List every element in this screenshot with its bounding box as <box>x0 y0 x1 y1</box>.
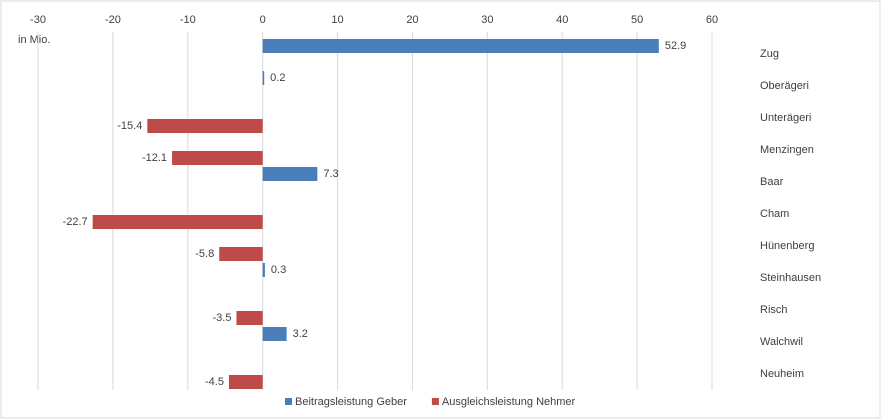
legend-label: Ausgleichsleistung Nehmer <box>442 396 576 408</box>
x-tick-label: 10 <box>331 14 343 26</box>
x-tick-label: -20 <box>105 14 121 26</box>
value-label: -4.5 <box>205 376 224 388</box>
x-tick-label: 60 <box>706 14 718 26</box>
bar <box>262 71 265 85</box>
x-tick-label: -10 <box>180 14 196 26</box>
bar <box>262 167 318 181</box>
y-tick-label: Oberägeri <box>760 80 809 92</box>
value-label: -12.1 <box>142 152 167 164</box>
bar <box>147 119 263 133</box>
value-label: -3.5 <box>212 312 231 324</box>
bar <box>262 39 659 53</box>
value-label: 0.2 <box>270 72 285 84</box>
x-tick-label: 0 <box>260 14 266 26</box>
value-label: -15.4 <box>117 120 142 132</box>
x-tick-label: -30 <box>30 14 46 26</box>
bar <box>262 327 287 341</box>
y-tick-label: Unterägeri <box>760 112 811 124</box>
y-tick-label: Walchwil <box>760 336 803 348</box>
bar <box>219 247 263 261</box>
value-label: 7.3 <box>323 168 338 180</box>
value-label: -5.8 <box>195 248 214 260</box>
bar <box>172 151 263 165</box>
y-tick-label: Neuheim <box>760 368 804 380</box>
legend-swatch <box>431 398 439 405</box>
y-tick-label: Cham <box>760 208 789 220</box>
value-label: 52.9 <box>665 40 686 52</box>
y-tick-label: Hünenberg <box>760 240 814 252</box>
value-label: 3.2 <box>293 328 308 340</box>
x-tick-label: 40 <box>556 14 568 26</box>
x-tick-label: 30 <box>481 14 493 26</box>
axis-note: in Mio. <box>18 34 50 46</box>
y-tick-label: Menzingen <box>760 144 814 156</box>
value-label: -22.7 <box>63 216 88 228</box>
bar <box>236 311 263 325</box>
value-label: 0.3 <box>271 264 286 276</box>
legend-label: Beitragsleistung Geber <box>295 396 407 408</box>
y-tick-label: Risch <box>760 304 788 316</box>
x-tick-label: 20 <box>406 14 418 26</box>
y-tick-label: Zug <box>760 48 779 60</box>
legend-swatch <box>285 398 292 405</box>
y-tick-label: Steinhausen <box>760 272 821 284</box>
y-tick-label: Baar <box>760 176 784 188</box>
bar <box>262 263 265 277</box>
bar <box>92 215 263 229</box>
x-tick-label: 50 <box>631 14 643 26</box>
bar <box>228 375 263 389</box>
